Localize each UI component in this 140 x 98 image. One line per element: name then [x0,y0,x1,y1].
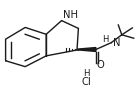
Text: H: H [102,35,109,44]
Text: O: O [97,60,105,70]
Text: NH: NH [63,10,78,20]
Text: N: N [113,38,121,48]
Text: H: H [84,69,90,78]
Text: Cl: Cl [82,77,92,87]
Polygon shape [78,48,96,51]
